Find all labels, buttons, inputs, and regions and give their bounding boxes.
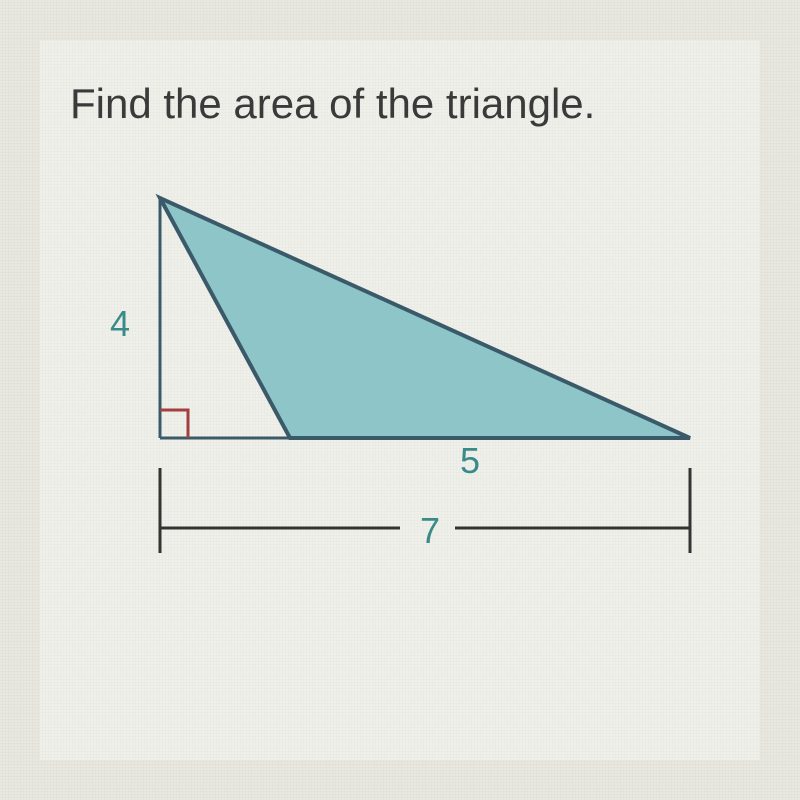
question-text: Find the area of the triangle. bbox=[70, 80, 730, 128]
main-triangle bbox=[160, 198, 690, 438]
problem-container: Find the area of the triangle. 4 5 7 bbox=[40, 40, 760, 760]
geometry-svg bbox=[90, 188, 730, 588]
total-width-label: 7 bbox=[420, 510, 440, 552]
base-segment-label: 5 bbox=[460, 440, 480, 482]
right-angle-marker bbox=[160, 410, 188, 438]
triangle-diagram: 4 5 7 bbox=[90, 188, 730, 588]
height-label: 4 bbox=[110, 303, 130, 345]
